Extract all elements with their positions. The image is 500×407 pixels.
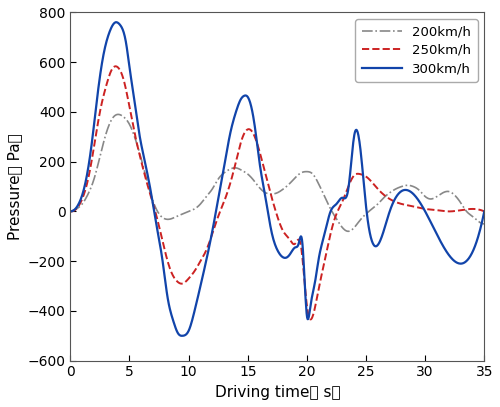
250km/h: [425, 207, 431, 212]
200km/h: [332, 213, 338, 218]
300km/h: [68, 209, 73, 214]
300km/h: [482, 209, 488, 214]
Line: 250km/h: 250km/h: [70, 66, 484, 319]
250km/h: [482, 209, 488, 214]
200km/h: [345, 229, 351, 234]
200km/h: [425, 196, 431, 201]
300km/h: [332, 203, 338, 208]
250km/h: [320, 268, 326, 273]
200km/h: [115, 112, 121, 117]
250km/h: [382, 194, 388, 199]
250km/h: [92, 133, 98, 138]
Y-axis label: Pressure（ Pa）: Pressure（ Pa）: [7, 133, 22, 240]
250km/h: [332, 215, 338, 220]
250km/h: [308, 317, 314, 322]
200km/h: [319, 189, 325, 194]
250km/h: [309, 316, 315, 321]
250km/h: [112, 64, 118, 69]
Legend: 200km/h, 250km/h, 300km/h: 200km/h, 250km/h, 300km/h: [356, 19, 478, 82]
300km/h: [92, 107, 98, 112]
200km/h: [308, 171, 314, 175]
200km/h: [92, 171, 98, 175]
Line: 200km/h: 200km/h: [70, 114, 484, 231]
200km/h: [382, 194, 388, 199]
300km/h: [382, 223, 388, 228]
Line: 300km/h: 300km/h: [70, 22, 484, 336]
250km/h: [68, 209, 73, 214]
X-axis label: Driving time（ s）: Driving time（ s）: [214, 385, 340, 400]
300km/h: [178, 333, 184, 338]
300km/h: [425, 214, 431, 219]
200km/h: [482, 221, 488, 226]
200km/h: [68, 209, 73, 214]
300km/h: [114, 20, 119, 25]
300km/h: [309, 295, 315, 300]
300km/h: [320, 239, 326, 244]
